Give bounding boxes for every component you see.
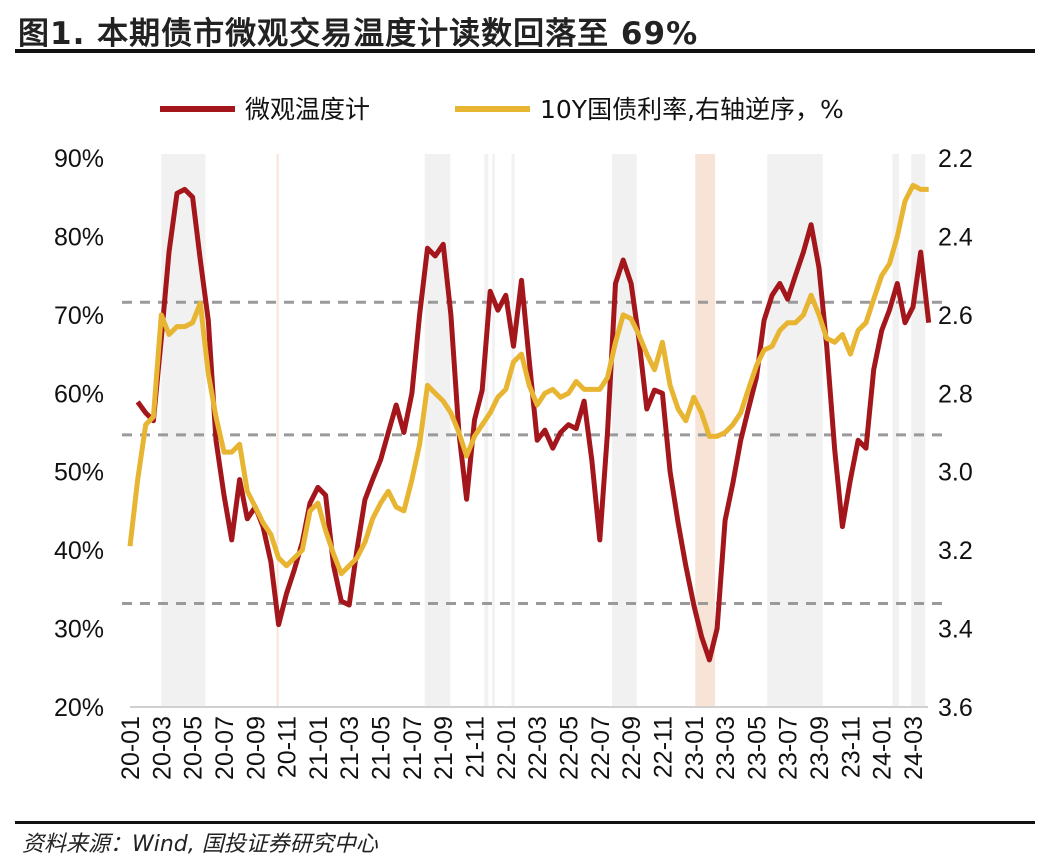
source-note: 资料来源：Wind, 国投证券研究中心 xyxy=(22,832,378,857)
y-left-tick-label: 60% xyxy=(54,380,104,408)
y-left-tick-label: 30% xyxy=(54,616,104,644)
x-tick-label: 20-03 xyxy=(148,716,176,780)
y-right-tick-label: 2.6 xyxy=(938,302,973,330)
legend-label-thermometer: 微观温度计 xyxy=(245,95,370,124)
x-tick-label: 23-01 xyxy=(681,716,709,780)
y-right-tick-label: 3.0 xyxy=(938,459,973,487)
shaded-period xyxy=(892,154,899,707)
x-tick-label: 20-05 xyxy=(180,716,208,780)
x-tick-label: 21-01 xyxy=(305,716,333,780)
source-divider xyxy=(15,821,1035,824)
x-tick-label: 22-01 xyxy=(493,716,521,780)
series-line-10y-yield xyxy=(127,182,929,577)
shaded-period xyxy=(612,154,637,707)
x-tick-label: 24-01 xyxy=(869,716,897,780)
x-tick-label: 20-07 xyxy=(211,716,239,780)
x-tick-label: 20-01 xyxy=(117,716,145,780)
x-tick-label: 24-03 xyxy=(900,716,928,780)
y-right-tick-label: 2.4 xyxy=(938,223,973,251)
x-tick-label: 22-05 xyxy=(555,716,583,780)
y-right-tick-label: 2.8 xyxy=(938,380,973,408)
x-tick-label: 22-03 xyxy=(524,716,552,780)
x-tick-label: 21-09 xyxy=(430,716,458,780)
x-tick-label: 23-03 xyxy=(712,716,740,780)
x-tick-label: 23-05 xyxy=(743,716,771,780)
x-tick-label: 21-05 xyxy=(368,716,396,780)
y-right-tick-label: 3.4 xyxy=(938,616,973,644)
x-tick-label: 20-11 xyxy=(274,716,302,778)
x-tick-label: 22-11 xyxy=(649,716,677,778)
y-left-tick-label: 20% xyxy=(54,694,104,722)
shaded-period xyxy=(492,154,495,707)
x-tick-label: 21-03 xyxy=(336,716,364,780)
x-tick-label: 23-09 xyxy=(806,716,834,780)
x-tick-label: 22-07 xyxy=(587,716,615,780)
x-tick-label: 22-09 xyxy=(618,716,646,780)
y-right-tick-label: 3.2 xyxy=(938,537,973,565)
chart-title: 图1. 本期债市微观交易温度计读数回落至 69% xyxy=(18,16,699,52)
y-right-tick-label: 3.6 xyxy=(938,694,973,722)
x-tick-label: 20-09 xyxy=(242,716,270,780)
title-divider xyxy=(15,49,1035,53)
shaded-period xyxy=(911,154,926,707)
x-tick-label: 21-11 xyxy=(462,716,490,778)
y-left-tick-label: 70% xyxy=(54,302,104,330)
y-right-tick-label: 2.2 xyxy=(938,145,973,173)
y-left-tick-label: 40% xyxy=(54,537,104,565)
y-left-tick-label: 90% xyxy=(54,145,104,173)
y-left-tick-label: 80% xyxy=(54,223,104,251)
legend-label-10y-yield: 10Y国债利率,右轴逆序，% xyxy=(540,95,844,124)
x-tick-label: 21-07 xyxy=(399,716,427,780)
y-left-tick-label: 50% xyxy=(54,459,104,487)
x-tick-label: 23-11 xyxy=(837,716,865,778)
shaded-period xyxy=(484,154,489,707)
shaded-period xyxy=(424,154,451,707)
shaded-period xyxy=(276,154,279,707)
x-tick-label: 23-07 xyxy=(775,716,803,780)
shaded-period xyxy=(511,154,515,707)
